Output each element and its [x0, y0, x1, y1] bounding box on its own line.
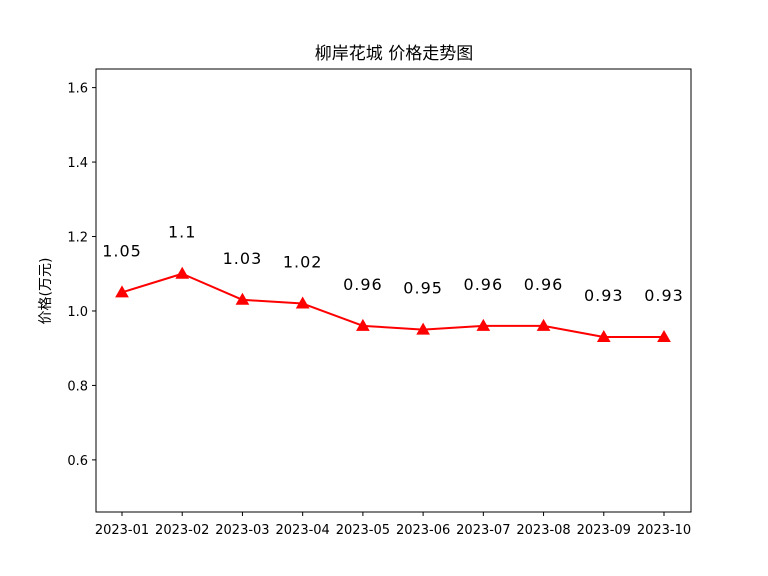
data-point-marker [235, 292, 250, 305]
x-tick-label: 2023-04 [276, 523, 330, 538]
data-value-label: 0.96 [343, 275, 383, 294]
x-tick-label: 2023-06 [396, 523, 450, 538]
data-value-label: 0.93 [584, 286, 624, 305]
data-point-marker [536, 318, 551, 331]
data-value-label: 0.93 [644, 286, 684, 305]
y-tick-label: 1.2 [67, 231, 88, 246]
series-line [121, 272, 664, 339]
x-tick-label: 2023-03 [215, 523, 269, 538]
data-point-marker [416, 322, 430, 335]
x-tick-label: 2023-05 [336, 523, 390, 538]
x-tick-label: 2023-08 [516, 523, 570, 538]
y-tick-label: 1.0 [67, 305, 88, 320]
data-point-marker [476, 318, 491, 331]
y-tick-label: 0.8 [67, 379, 88, 394]
plot-frame [95, 68, 692, 513]
x-tick-label: 2023-02 [155, 523, 209, 538]
data-value-label: 0.95 [403, 279, 443, 298]
data-value-label: 1.02 [283, 253, 323, 272]
data-point-marker [295, 296, 310, 309]
chart-title: 柳岸花城 价格走势图 [315, 44, 473, 64]
data-point-marker [657, 330, 671, 343]
data-value-label: 0.96 [524, 275, 564, 294]
x-tick-label: 2023-01 [95, 523, 149, 538]
x-tick-label: 2023-09 [577, 523, 631, 538]
data-value-label: 0.96 [464, 275, 504, 294]
data-point-marker [596, 330, 611, 343]
y-axis-label: 价格(万元) [38, 258, 54, 325]
data-value-label: 1.1 [168, 223, 196, 242]
x-tick-label: 2023-07 [456, 523, 510, 538]
data-point-marker [356, 318, 370, 331]
y-tick-label: 1.4 [67, 156, 88, 171]
data-point-marker [115, 285, 129, 298]
data-point-marker [175, 266, 190, 279]
data-value-label: 1.05 [102, 241, 142, 260]
plot-area: 0.6 0.8 1.0 1.2 1.4 1.6 2023-01 2023-02 2023-03 2… [67, 82, 691, 538]
x-tick-label: 2023-10 [637, 523, 691, 538]
data-value-label: 1.03 [223, 249, 263, 268]
y-tick-label: 0.6 [67, 454, 88, 469]
y-tick-label: 1.6 [67, 82, 88, 97]
